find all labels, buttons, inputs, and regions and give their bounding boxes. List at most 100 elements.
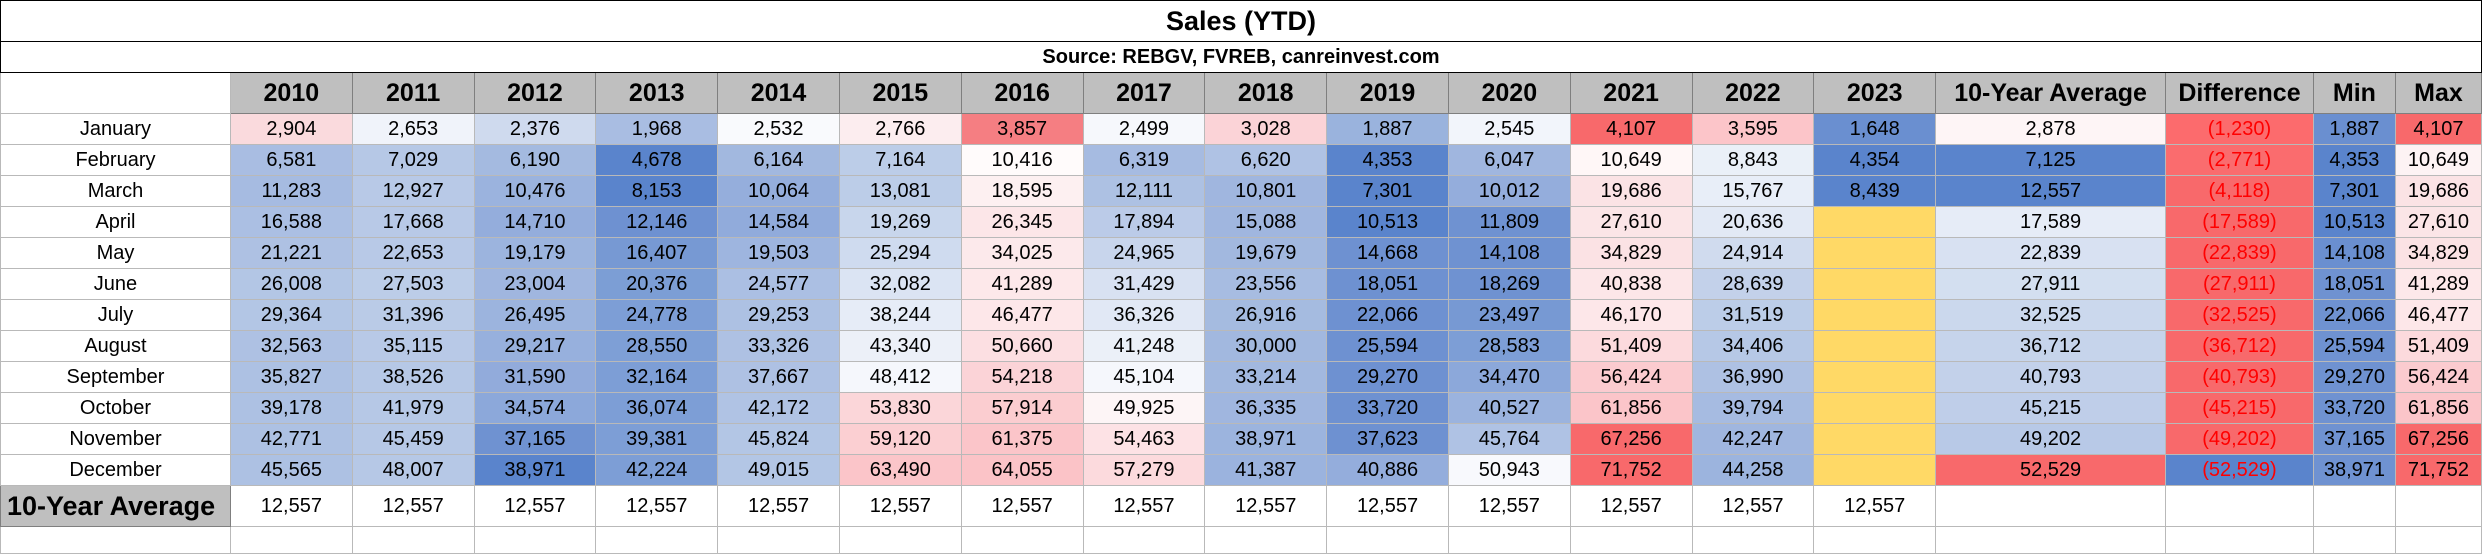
empty-cell	[838, 526, 962, 554]
cell-december-2011: 48,007	[351, 454, 475, 486]
row-label-november: November	[0, 423, 231, 455]
cell-november-2015: 59,120	[838, 423, 962, 455]
cell-september-max: 56,424	[2394, 361, 2482, 393]
cell-march-2017: 12,111	[1082, 175, 1206, 207]
cell-may-2021: 34,829	[1569, 237, 1693, 269]
source-row: Source: REBGV, FVREB, canreinvest.com	[0, 41, 2482, 73]
cell-september-2012: 31,590	[473, 361, 597, 393]
cell-october-2018: 36,335	[1204, 392, 1328, 424]
cell-june-2023	[1813, 268, 1937, 300]
cell-april-10-year-average: 17,589	[1935, 206, 2166, 238]
cell-february-2011: 7,029	[351, 144, 475, 176]
cell-october-10-year-average: 45,215	[1935, 392, 2166, 424]
row-label-july: July	[0, 299, 231, 331]
cell-july-10-year-average: 32,525	[1935, 299, 2166, 331]
empty-cell	[1204, 526, 1328, 554]
empty-cell	[1813, 526, 1937, 554]
cell-march-2013: 8,153	[595, 175, 719, 207]
cell-february-2023: 4,354	[1813, 144, 1937, 176]
cell-april-2020: 11,809	[1447, 206, 1571, 238]
table-row: December 45,565 48,007 38,971 42,224 49,015 63…	[0, 454, 2482, 486]
cell-february-2017: 6,319	[1082, 144, 1206, 176]
cell-february-max: 10,649	[2394, 144, 2482, 176]
cell-august-2017: 41,248	[1082, 330, 1206, 362]
cell-september-10-year-average: 40,793	[1935, 361, 2166, 393]
cell-may-2019: 14,668	[1326, 237, 1449, 269]
cell-july-2016: 46,477	[960, 299, 1084, 331]
cell-march-difference: (4,118)	[2165, 175, 2314, 207]
cell-october-2021: 61,856	[1569, 392, 1693, 424]
cell-july-difference: (32,525)	[2165, 299, 2314, 331]
cell-june-2012: 23,004	[473, 268, 597, 300]
cell-june-2017: 31,429	[1082, 268, 1206, 300]
cell-february-2014: 6,164	[717, 144, 840, 176]
cell-january-2020: 2,545	[1447, 113, 1571, 145]
cell-june-2021: 40,838	[1569, 268, 1693, 300]
cell-december-2013: 42,224	[595, 454, 719, 486]
empty-cell	[595, 526, 719, 554]
table-row: November 42,771 45,459 37,165 39,381 45,824 59…	[0, 423, 2482, 455]
cell-may-2020: 14,108	[1447, 237, 1571, 269]
cell-may-2011: 22,653	[351, 237, 475, 269]
empty-cell	[1569, 526, 1693, 554]
cell-june-2022: 28,639	[1691, 268, 1815, 300]
cell-february-2020: 6,047	[1447, 144, 1571, 176]
cell-june-2016: 41,289	[960, 268, 1084, 300]
cell-march-min: 7,301	[2312, 175, 2396, 207]
cell-october-max: 61,856	[2394, 392, 2482, 424]
cell-december-2021: 71,752	[1569, 454, 1693, 486]
cell-may-2016: 34,025	[960, 237, 1084, 269]
cell-may-10-year-average: 22,839	[1935, 237, 2166, 269]
average-cell-2020: 12,557	[1447, 485, 1571, 527]
table-row: March 11,283 12,927 10,476 8,153 10,064 13,081…	[0, 175, 2482, 207]
cell-january-2017: 2,499	[1082, 113, 1206, 145]
cell-february-10-year-average: 7,125	[1935, 144, 2166, 176]
cell-august-difference: (36,712)	[2165, 330, 2314, 362]
cell-june-10-year-average: 27,911	[1935, 268, 2166, 300]
cell-december-2014: 49,015	[717, 454, 840, 486]
cell-march-2018: 10,801	[1204, 175, 1328, 207]
cell-april-2012: 14,710	[473, 206, 597, 238]
cell-january-10-year-average: 2,878	[1935, 113, 2166, 145]
cell-october-min: 33,720	[2312, 392, 2396, 424]
cell-march-2011: 12,927	[351, 175, 475, 207]
cell-june-2014: 24,577	[717, 268, 840, 300]
cell-may-2012: 19,179	[473, 237, 597, 269]
cell-january-2010: 2,904	[229, 113, 353, 145]
cell-may-min: 14,108	[2312, 237, 2396, 269]
cell-april-2019: 10,513	[1326, 206, 1449, 238]
cell-july-2018: 26,916	[1204, 299, 1328, 331]
cell-may-2017: 24,965	[1082, 237, 1206, 269]
row-label-september: September	[0, 361, 231, 393]
cell-may-max: 34,829	[2394, 237, 2482, 269]
cell-june-2010: 26,008	[229, 268, 353, 300]
cell-november-2022: 42,247	[1691, 423, 1815, 455]
table-row: October 39,178 41,979 34,574 36,074 42,172 53,…	[0, 392, 2482, 424]
cell-september-2017: 45,104	[1082, 361, 1206, 393]
cell-june-difference: (27,911)	[2165, 268, 2314, 300]
empty-cell	[229, 526, 353, 554]
cell-february-2022: 8,843	[1691, 144, 1815, 176]
cell-july-2021: 46,170	[1569, 299, 1693, 331]
cell-july-2013: 24,778	[595, 299, 719, 331]
cell-january-2018: 3,028	[1204, 113, 1328, 145]
cell-april-2011: 17,668	[351, 206, 475, 238]
cell-april-max: 27,610	[2394, 206, 2482, 238]
cell-november-2014: 45,824	[717, 423, 840, 455]
cell-december-2020: 50,943	[1447, 454, 1571, 486]
column-header-min: Min	[2312, 72, 2396, 114]
cell-november-min: 37,165	[2312, 423, 2396, 455]
average-cell-2015: 12,557	[838, 485, 962, 527]
cell-september-2016: 54,218	[960, 361, 1084, 393]
column-header-2021: 2021	[1569, 72, 1693, 114]
cell-november-2017: 54,463	[1082, 423, 1206, 455]
column-header-2012: 2012	[473, 72, 597, 114]
cell-april-2015: 19,269	[838, 206, 962, 238]
cell-december-2022: 44,258	[1691, 454, 1815, 486]
empty-row	[0, 526, 2482, 554]
cell-june-2020: 18,269	[1447, 268, 1571, 300]
cell-december-max: 71,752	[2394, 454, 2482, 486]
empty-cell	[1326, 526, 1449, 554]
cell-february-2016: 10,416	[960, 144, 1084, 176]
cell-february-2010: 6,581	[229, 144, 353, 176]
